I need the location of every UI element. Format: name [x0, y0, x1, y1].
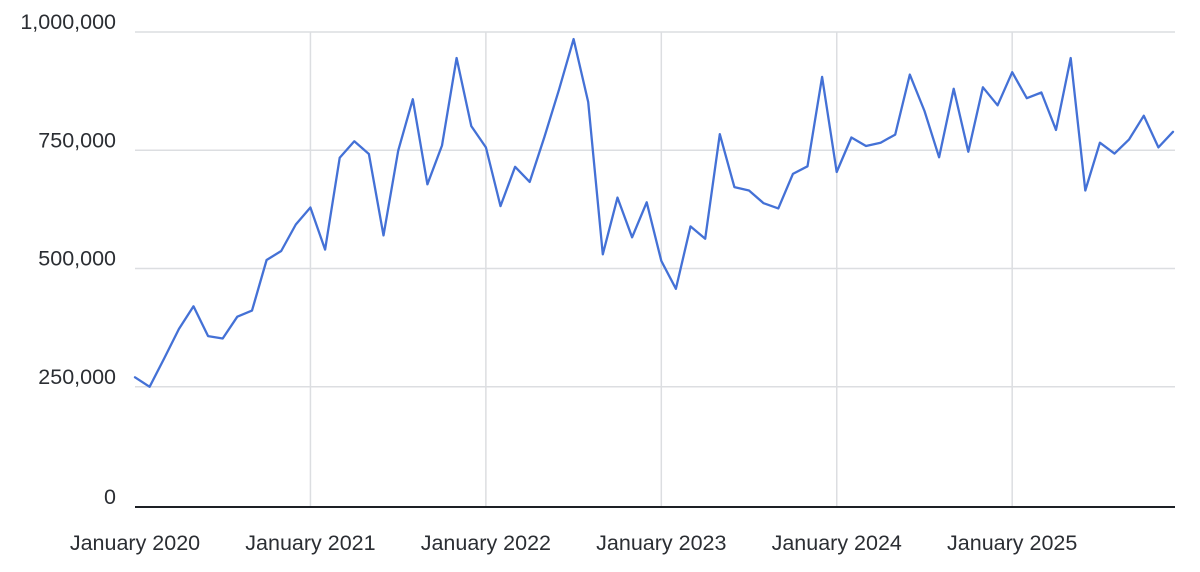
data-series-line: [133, 37, 1175, 388]
x-axis-tick-label: January 2022: [421, 531, 551, 555]
y-axis-tick-label: 500,000: [38, 247, 116, 271]
y-axis-tick-label: 1,000,000: [20, 10, 116, 34]
x-axis-tick-label: January 2025: [947, 531, 1077, 555]
y-axis-tick-label: 0: [104, 485, 116, 509]
x-axis-tick-label: January 2024: [772, 531, 902, 555]
y-axis-tick-label: 250,000: [38, 365, 116, 389]
x-axis-tick-label: January 2020: [70, 531, 200, 555]
x-axis-tick-label: January 2021: [245, 531, 375, 555]
x-axis-tick-label: January 2023: [596, 531, 726, 555]
y-axis-tick-label: 750,000: [38, 128, 116, 152]
